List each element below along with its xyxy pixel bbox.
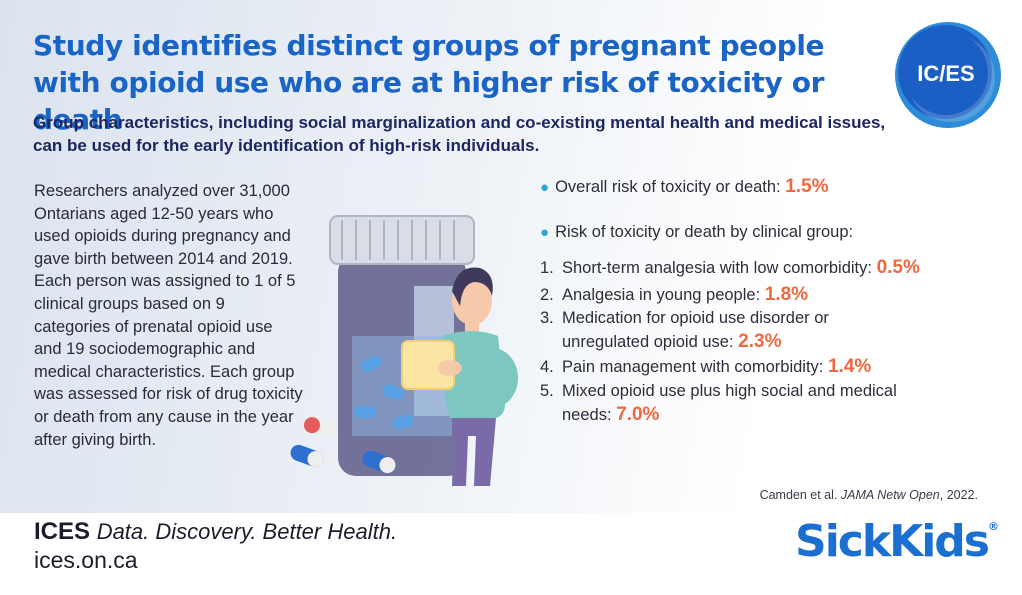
- group-value: 1.4%: [827, 356, 872, 377]
- page-subtitle: Group characteristics, including social …: [33, 113, 886, 155]
- overall-risk-value: 1.5%: [785, 176, 829, 197]
- hero-panel: [0, 0, 1022, 513]
- logo-text: IC/ES: [917, 61, 974, 86]
- bullet-icon: ●: [540, 179, 550, 196]
- citation: Camden et al. JAMA Netw Open, 2022.: [760, 488, 978, 502]
- group-item-4: 4. Pain management with comorbidity: 1.4%: [540, 355, 1010, 379]
- group-item-2: 2. Analgesia in young people: 1.8%: [540, 283, 1010, 307]
- brand-tagline: Data. Discovery. Better Health.: [96, 519, 398, 544]
- overall-risk-item: ● Overall risk of toxicity or death: 1.5%: [540, 176, 829, 198]
- website-link[interactable]: ices.on.ca: [34, 547, 138, 573]
- page-title: Study identifies distinct groups of preg…: [33, 29, 825, 136]
- group-number: 2.: [540, 286, 554, 304]
- group-value: 0.5%: [876, 257, 920, 278]
- group-value: 1.8%: [764, 284, 809, 305]
- brand-name: ICES: [34, 518, 91, 545]
- group-label-continued: needs:: [562, 406, 612, 424]
- footer-brand: ICES Data. Discovery. Better Health.: [34, 518, 397, 546]
- group-label: Short-term analgesia with low comorbidit…: [562, 259, 872, 277]
- group-number: 3.: [540, 309, 554, 327]
- group-item-3: 3. Medication for opioid use disorder or …: [540, 307, 1010, 354]
- group-label: Medication for opioid use disorder or: [562, 309, 829, 327]
- partner-name: SickKids: [795, 516, 990, 567]
- citation-authors: Camden et al.: [759, 488, 838, 502]
- study-description: Researchers analyzed over 31,000 Ontaria…: [34, 182, 303, 449]
- citation-year: , 2022.: [939, 488, 978, 502]
- pregnant-woman-illustration: [290, 215, 518, 486]
- group-label-continued: unregulated opioid use:: [562, 333, 734, 351]
- group-value: 2.3%: [738, 331, 782, 352]
- bullet-icon: ●: [540, 224, 550, 241]
- group-number: 1.: [540, 259, 554, 277]
- sickkids-logo: SickKids®: [795, 516, 999, 567]
- citation-journal: JAMA Netw Open: [840, 488, 940, 502]
- group-number: 5.: [540, 382, 554, 400]
- overall-risk-label: Overall risk of toxicity or death:: [555, 178, 781, 196]
- registered-mark: ®: [987, 520, 999, 533]
- group-number: 4.: [540, 358, 554, 376]
- group-item-1: 1. Short-term analgesia with low comorbid…: [540, 256, 1010, 280]
- group-item-5: 5. Mixed opioid use plus high social and …: [540, 380, 1010, 427]
- ices-logo: IC/ES: [895, 22, 1001, 128]
- group-label: Pain management with comorbidity:: [562, 358, 824, 376]
- group-risk-heading-label: Risk of toxicity or death by clinical gr…: [555, 223, 854, 241]
- group-value: 7.0%: [616, 404, 660, 425]
- group-risk-heading: ● Risk of toxicity or death by clinical g…: [540, 223, 853, 242]
- group-label: Analgesia in young people:: [562, 286, 761, 304]
- group-label: Mixed opioid use plus high social and me…: [562, 382, 897, 400]
